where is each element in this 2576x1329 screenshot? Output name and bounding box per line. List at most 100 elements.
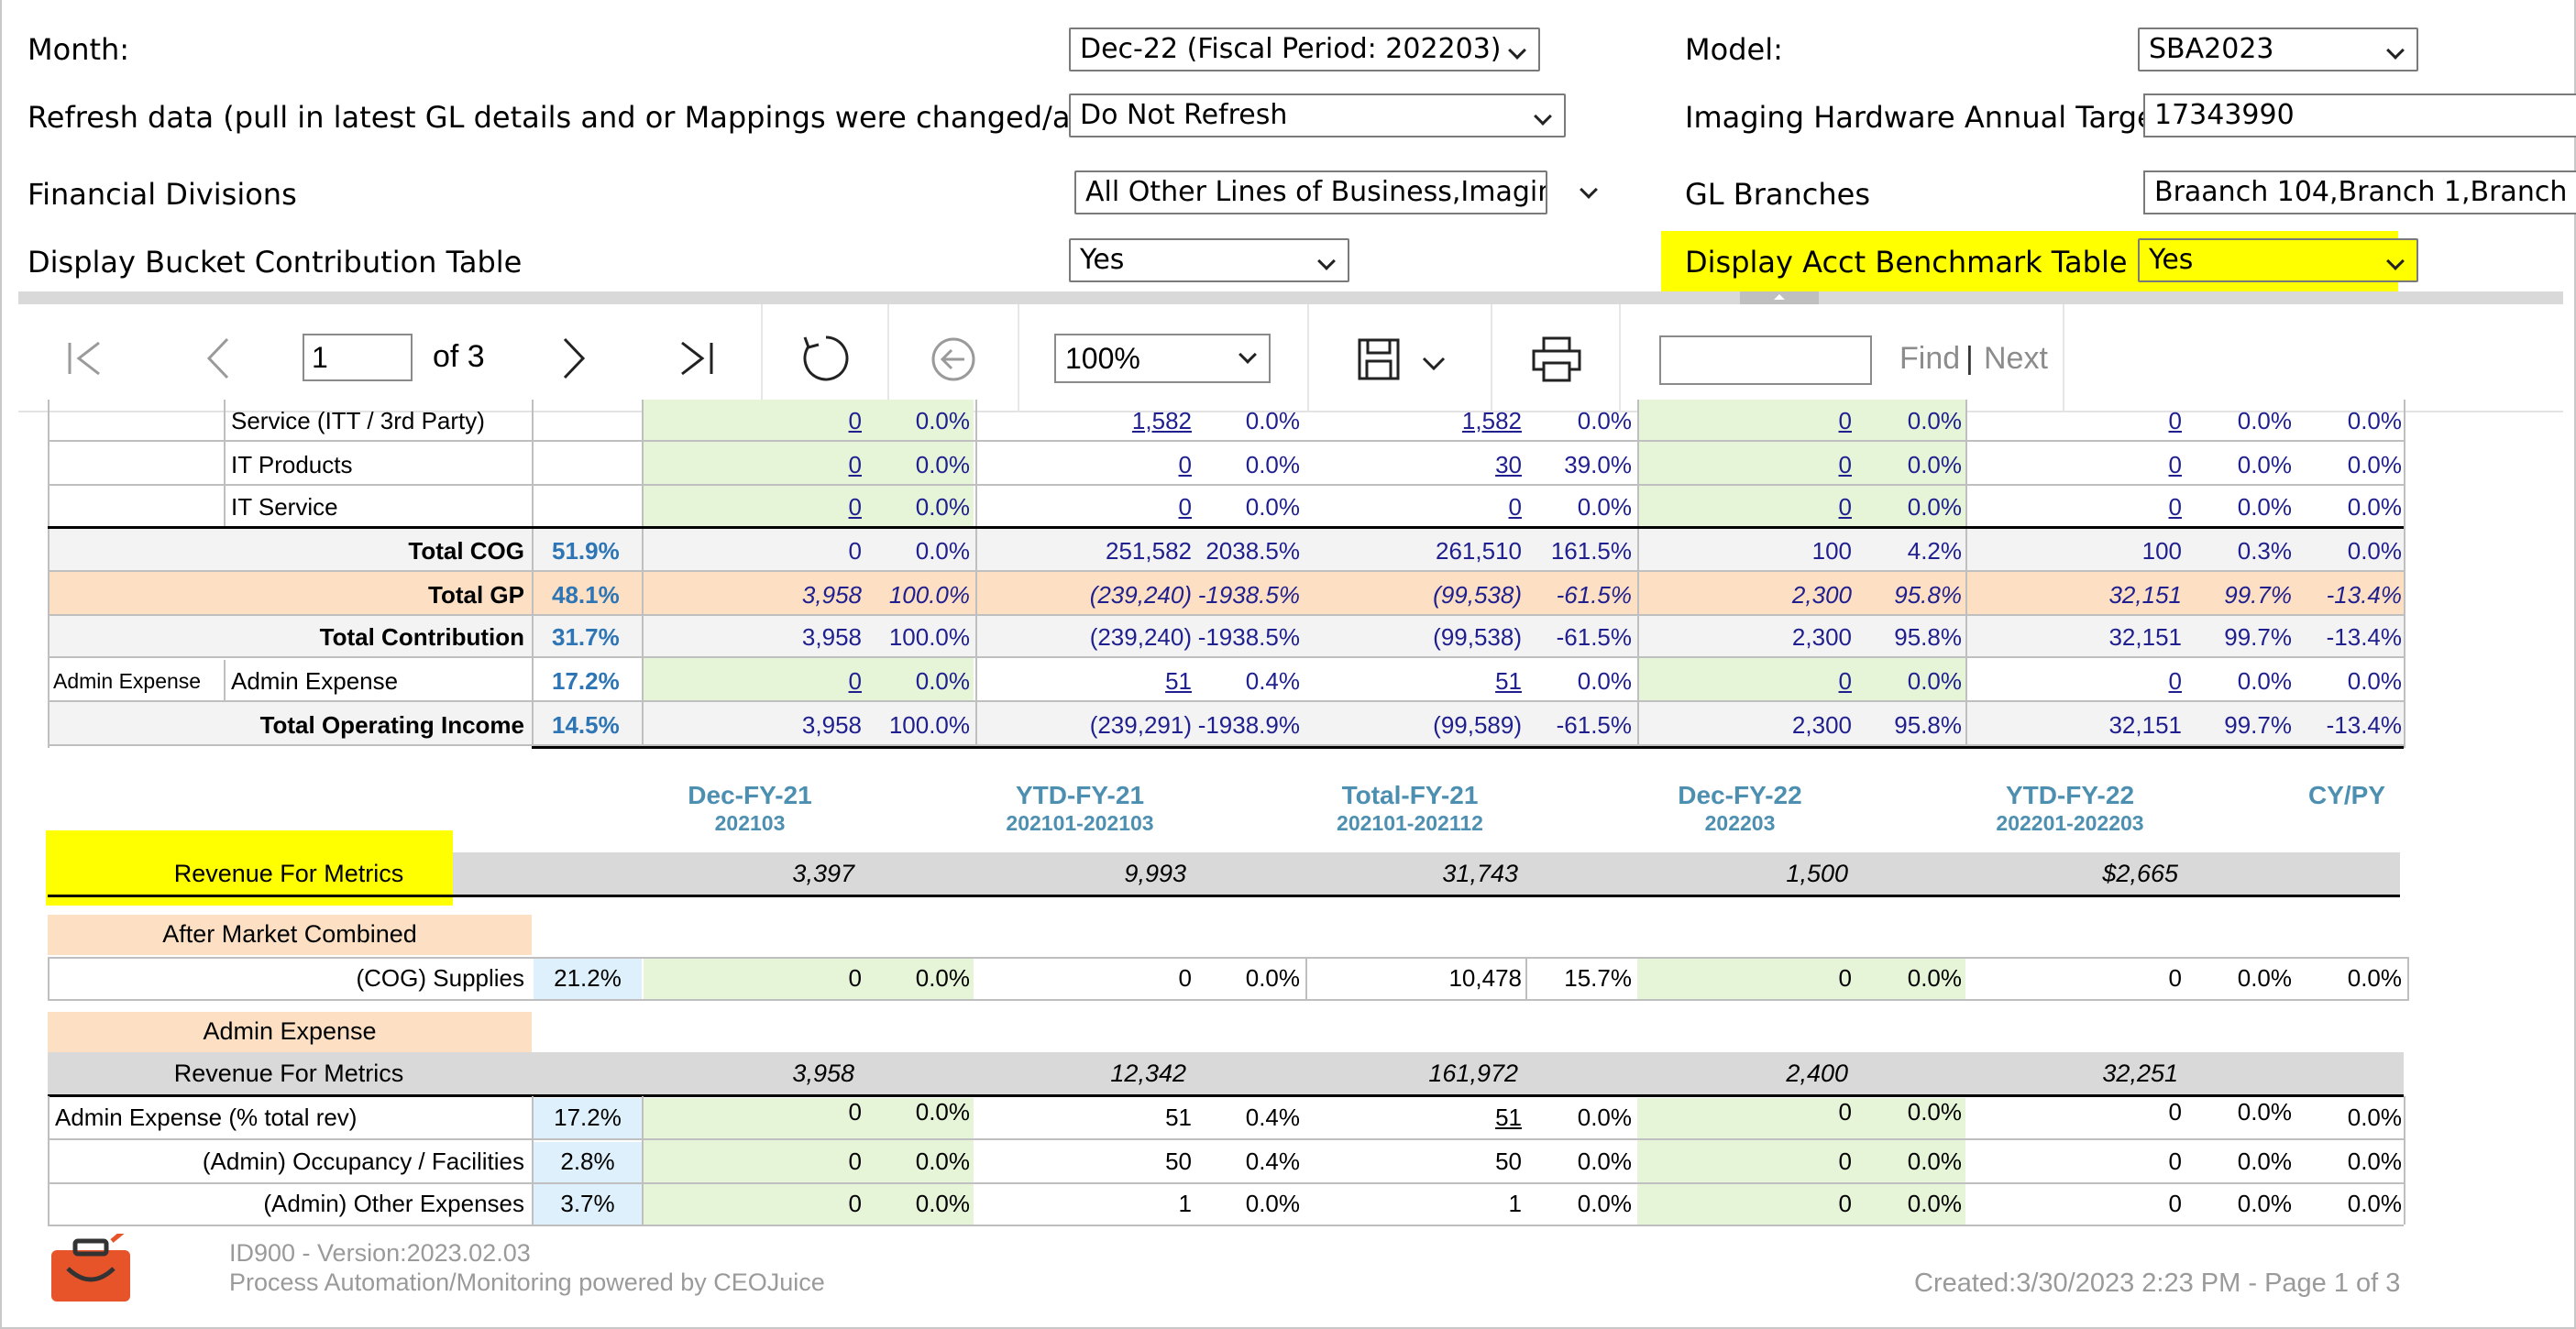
- column-header-period: YTD-FY-22: [2005, 781, 2135, 809]
- print-icon[interactable]: [1531, 335, 1582, 383]
- benchmark-value: 21.2%: [554, 964, 622, 992]
- value-cell: 0.0%: [2237, 964, 2292, 992]
- value-cell: 51: [1495, 1104, 1522, 1131]
- version-text: ID900 - Version:2023.02.03: [229, 1239, 531, 1267]
- find-link[interactable]: Find: [1899, 341, 1961, 376]
- benchmark-value: 14.5%: [552, 711, 620, 739]
- value-cell: 0.0%: [915, 1098, 970, 1126]
- chevron-down-icon[interactable]: [1421, 356, 1447, 372]
- column-header: YTD-FY-21 202101-202103: [942, 781, 1217, 836]
- value-cell: 0: [848, 667, 862, 695]
- last-page-icon[interactable]: [677, 339, 719, 378]
- column-header-period: Dec-FY-21: [688, 781, 812, 809]
- next-link[interactable]: Next: [1984, 341, 2048, 376]
- value-cell: 0.0%: [1245, 407, 1300, 434]
- value-cell: 0.0%: [915, 451, 970, 478]
- first-page-icon[interactable]: [64, 339, 106, 378]
- row-divider: [48, 440, 2404, 442]
- value-cell: 100: [2141, 537, 2182, 565]
- value-cell: -1938.5%: [1197, 623, 1300, 651]
- row-label: (COG) Supplies: [356, 964, 525, 992]
- column-header-range: 202101-202103: [1006, 811, 1154, 835]
- benchmark-cell-band: [534, 957, 642, 999]
- value-cell: 99.7%: [2224, 711, 2292, 739]
- table-border: [48, 1096, 50, 1225]
- value-cell: 0.0%: [2347, 667, 2402, 695]
- value-cell: 0.0%: [1907, 1190, 1962, 1217]
- find-input[interactable]: [1659, 335, 1872, 385]
- month-select[interactable]: Dec-22 (Fiscal Period: 202203): [1069, 27, 1540, 71]
- page-number-input[interactable]: [303, 334, 413, 381]
- next-page-icon[interactable]: [561, 335, 589, 381]
- back-icon[interactable]: [930, 335, 977, 383]
- chevron-down-icon: [1317, 252, 1336, 270]
- value-cell: -61.5%: [1556, 581, 1632, 609]
- previous-page-icon[interactable]: [204, 335, 231, 381]
- value-cell: 0.4%: [1245, 1148, 1300, 1175]
- month-select-value: Dec-22 (Fiscal Period: 202203): [1080, 33, 1502, 65]
- model-label: Model:: [1685, 32, 1783, 67]
- column-header-range: 202103: [714, 811, 786, 835]
- toolbar-separator: [1307, 304, 1309, 412]
- refresh-select-value: Do Not Refresh: [1080, 99, 1288, 131]
- row-divider: [48, 999, 2409, 1001]
- value-cell: 0: [1508, 493, 1522, 521]
- zoom-select[interactable]: 100%: [1054, 334, 1271, 383]
- column-header-period: Total-FY-21: [1341, 781, 1479, 809]
- value-cell: 100.0%: [888, 711, 970, 739]
- value-cell: 15.7%: [1564, 964, 1632, 992]
- green-column-band: [1637, 957, 1965, 999]
- value-cell: 0: [1838, 1190, 1852, 1217]
- save-icon[interactable]: [1357, 337, 1401, 381]
- chevron-down-icon: [1508, 41, 1526, 60]
- bucket-table-label: Display Bucket Contribution Table: [28, 245, 523, 280]
- row-label: Admin Expense: [231, 667, 399, 695]
- page-count-label: of 3: [433, 339, 485, 374]
- financial-divisions-select[interactable]: All Other Lines of Business,Imagin: [1074, 170, 1547, 214]
- table-border: [224, 660, 226, 702]
- table-border: [642, 1096, 644, 1225]
- value-cell: 0.0%: [1907, 964, 1962, 992]
- value-cell: 0.0%: [2347, 964, 2402, 992]
- value-cell: 0: [1178, 964, 1192, 992]
- collapse-panel-button[interactable]: [1740, 291, 1819, 304]
- value-cell: (99,538): [1433, 623, 1522, 651]
- value-cell: (99,589): [1433, 711, 1522, 739]
- value-cell: 0.0%: [2237, 407, 2292, 434]
- bucket-table-select[interactable]: Yes: [1069, 238, 1349, 282]
- acct-benchmark-select[interactable]: Yes: [2138, 238, 2418, 282]
- row-divider: [48, 1138, 2404, 1140]
- refresh-select[interactable]: Do Not Refresh: [1069, 93, 1566, 137]
- value-cell: 32,151: [2108, 581, 2182, 609]
- value-cell: 0: [848, 407, 862, 434]
- value-cell: 1,582: [1131, 407, 1192, 434]
- refresh-icon[interactable]: [799, 332, 853, 385]
- benchmark-value: 2.8%: [560, 1148, 615, 1175]
- imaging-target-input[interactable]: 17343990: [2143, 93, 2576, 137]
- benchmark-value: 3.7%: [560, 1190, 615, 1217]
- value-cell: 0.0%: [1577, 407, 1632, 434]
- benchmark-cell-band: [534, 1142, 642, 1182]
- revenue-metrics-value: 1,500: [1786, 860, 1848, 887]
- value-cell: (239,291): [1089, 711, 1192, 739]
- value-cell: 95.8%: [1894, 623, 1962, 651]
- value-cell: 0.0%: [1577, 1148, 1632, 1175]
- value-cell: 0: [848, 537, 862, 565]
- revenue-metrics-value: 3,958: [792, 1060, 854, 1087]
- value-cell: 100.0%: [888, 581, 970, 609]
- value-cell: 0: [848, 1190, 862, 1217]
- after-market-label: After Market Combined: [162, 920, 417, 948]
- value-cell: 0.0%: [2347, 1148, 2402, 1175]
- panel-splitter[interactable]: [18, 291, 2563, 304]
- gl-branches-select[interactable]: Braanch 104,Branch 1,Branch 1: [2143, 170, 2576, 214]
- model-select[interactable]: SBA2023: [2138, 27, 2418, 71]
- value-cell: 1: [1178, 1190, 1192, 1217]
- value-cell: 39.0%: [1564, 451, 1632, 478]
- value-cell: 0.0%: [1907, 1098, 1962, 1126]
- value-cell: 0.0%: [2347, 407, 2402, 434]
- table-border: [48, 957, 50, 999]
- gl-branches-value: Braanch 104,Branch 1,Branch 1: [2154, 176, 2576, 208]
- row-label: Total Contribution: [319, 623, 524, 651]
- value-cell: 4.2%: [1907, 537, 1962, 565]
- benchmark-value: 17.2%: [554, 1104, 622, 1131]
